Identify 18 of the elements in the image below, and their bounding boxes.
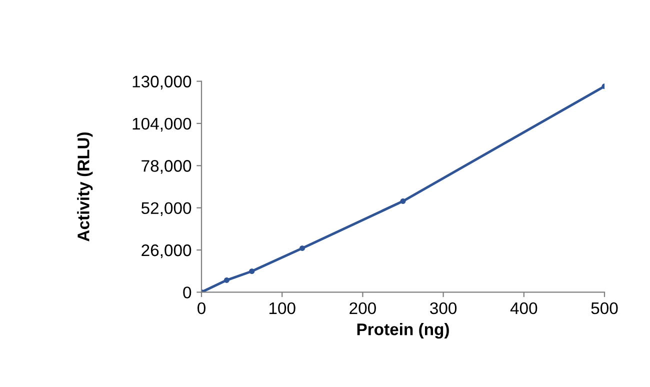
x-tick-label: 200 <box>350 302 376 314</box>
y-tick-label: 0 <box>183 286 192 298</box>
point <box>249 268 255 274</box>
y-tick-label: 52,000 <box>141 202 192 216</box>
y-tick-label: 104,000 <box>132 118 192 132</box>
y-tick-label: 78,000 <box>142 160 192 174</box>
x-tick-label: 400 <box>510 302 538 314</box>
y-tick-label: 26,000 <box>142 244 192 258</box>
point <box>400 198 406 204</box>
x-tick-label: 300 <box>430 302 457 314</box>
x-axis-title: Protein (ng) <box>357 323 449 339</box>
y-axis-title: Activity (RLU) <box>77 132 93 242</box>
point <box>224 277 230 283</box>
y-tick-label: 130,000 <box>132 76 192 90</box>
point <box>299 245 306 251</box>
x-tick-label: 0 <box>198 302 206 314</box>
x-tick-label: 500 <box>591 302 618 314</box>
x-tick-label: 100 <box>269 302 296 314</box>
